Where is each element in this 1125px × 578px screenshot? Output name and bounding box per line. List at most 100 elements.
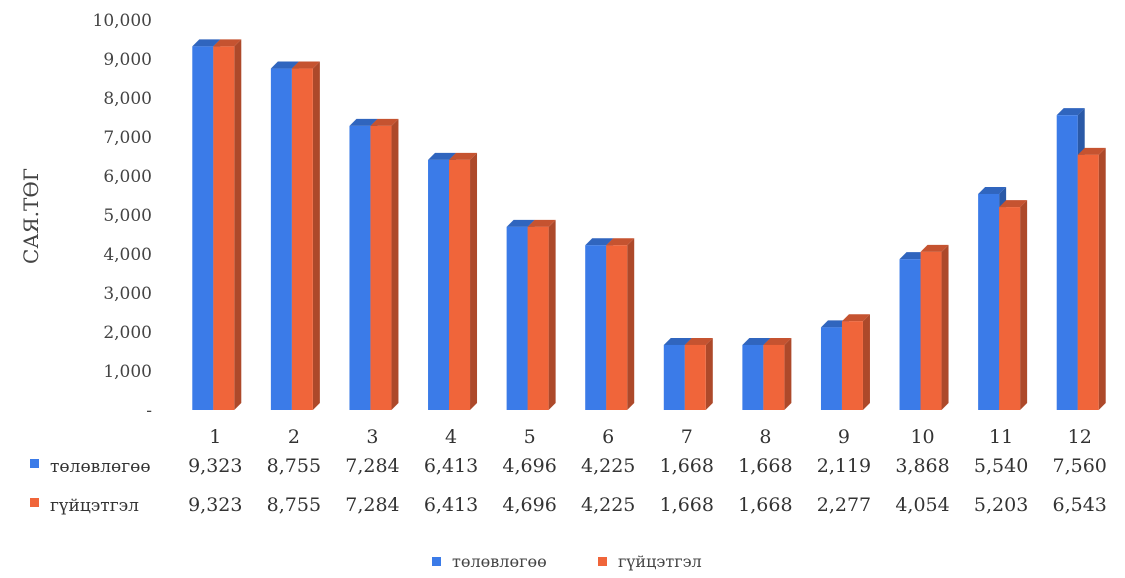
bar-front (763, 344, 785, 410)
table-cell: 9,323 (188, 455, 242, 477)
bar-actual (449, 152, 478, 410)
bar-front (820, 327, 842, 410)
table-cell: 7,560 (1053, 455, 1107, 477)
bar-top (270, 61, 299, 69)
legend: төлөвлөгөө гүйцэтгэл (432, 552, 702, 571)
y-tick-label: 3,000 (103, 284, 152, 304)
table-cell: 1,668 (660, 455, 714, 477)
bar-actual (606, 238, 635, 410)
bar-top (449, 152, 478, 160)
category-label: 10 (910, 426, 934, 448)
table-cell: 4,054 (895, 494, 949, 516)
bar-top (1056, 108, 1085, 116)
table-cell: 6,543 (1053, 494, 1107, 516)
bar-side (548, 219, 556, 410)
table-series-name: гүйцэтгэл (50, 496, 139, 516)
bar-front (742, 344, 764, 410)
y-axis-label: САЯ.ТӨГ (19, 168, 43, 264)
data-table: төлөвлөгөө 9,323 8,755 7,284 6,413 4,696 4,225… (30, 455, 1107, 516)
bar-front (370, 125, 392, 410)
bar-front (606, 245, 628, 410)
table-cell: 4,225 (581, 494, 635, 516)
bar-side (941, 244, 949, 410)
bar-top (585, 238, 614, 246)
category-label: 9 (838, 426, 850, 448)
y-tick-label: - (146, 401, 152, 421)
bar-top (213, 39, 242, 47)
table-legend-swatch (30, 498, 39, 507)
table-cell: 8,755 (267, 494, 321, 516)
table-cell: 2,119 (817, 455, 871, 477)
y-tick-label: 9,000 (103, 50, 152, 70)
bar-top (506, 219, 535, 227)
y-axis-ticks: - 1,000 2,000 3,000 4,000 5,000 6,000 7,000 8,00… (93, 11, 152, 421)
category-label: 5 (524, 426, 536, 448)
category-label: 11 (989, 426, 1013, 448)
bar-side (234, 39, 242, 410)
bar-front (1056, 115, 1078, 410)
category-label: 2 (288, 426, 300, 448)
bar-top (841, 314, 870, 322)
bar-side (627, 238, 635, 410)
table-legend-swatch (30, 459, 39, 468)
category-label: 4 (445, 426, 457, 448)
category-label: 12 (1068, 426, 1092, 448)
category-label: 8 (759, 426, 771, 448)
bar-top (999, 200, 1028, 208)
bar-front (663, 344, 685, 410)
bar-front (527, 226, 549, 410)
table-cell: 9,323 (188, 494, 242, 516)
table-cell: 1,668 (660, 494, 714, 516)
bar-front (920, 251, 942, 410)
table-cell: 2,277 (817, 494, 871, 516)
bar-front (213, 46, 235, 410)
bar-front (899, 259, 921, 410)
table-cell: 1,668 (738, 494, 792, 516)
table-cell: 7,284 (345, 494, 399, 516)
table-cell: 4,225 (581, 455, 635, 477)
bar-top (663, 337, 692, 345)
table-cell: 4,696 (502, 455, 556, 477)
bars (192, 39, 1106, 411)
bar-side (391, 118, 399, 410)
bar-top (920, 244, 949, 252)
bar-front (841, 321, 863, 410)
table-cell: 1,668 (738, 455, 792, 477)
bar-top (428, 152, 457, 160)
y-tick-label: 4,000 (103, 245, 152, 265)
bar-front (291, 68, 313, 411)
table-cell: 8,755 (267, 455, 321, 477)
table-cell: 6,413 (424, 494, 478, 516)
legend-label: гүйцэтгэл (618, 552, 702, 571)
bar-front (978, 193, 1000, 410)
y-tick-label: 7,000 (103, 128, 152, 148)
table-cell: 3,868 (895, 455, 949, 477)
bar-front (192, 46, 214, 410)
bar-front (270, 68, 292, 411)
bar-actual (291, 61, 320, 411)
bar-top (192, 39, 221, 47)
table-cell: 6,413 (424, 455, 478, 477)
bar-front (684, 344, 706, 410)
y-tick-label: 8,000 (103, 89, 152, 109)
legend-label: төлөвлөгөө (452, 552, 547, 571)
table-cell: 7,284 (345, 455, 399, 477)
bar-front (349, 125, 371, 410)
legend-swatch (598, 557, 607, 566)
bar-front (449, 159, 471, 410)
bar-actual (999, 200, 1028, 410)
legend-swatch (432, 557, 441, 566)
bar-top (1077, 147, 1106, 155)
bar-actual (763, 337, 792, 410)
category-label: 7 (681, 426, 693, 448)
category-labels: 1 2 3 4 5 6 7 8 9 10 11 12 (209, 426, 1092, 448)
bar-side (862, 314, 870, 410)
bar-front (585, 245, 607, 410)
bar-actual (370, 118, 399, 410)
bar-top (684, 337, 713, 345)
bar-front (506, 226, 528, 410)
bar-side (1098, 147, 1106, 410)
bar-actual (841, 314, 870, 410)
category-label: 3 (366, 426, 378, 448)
